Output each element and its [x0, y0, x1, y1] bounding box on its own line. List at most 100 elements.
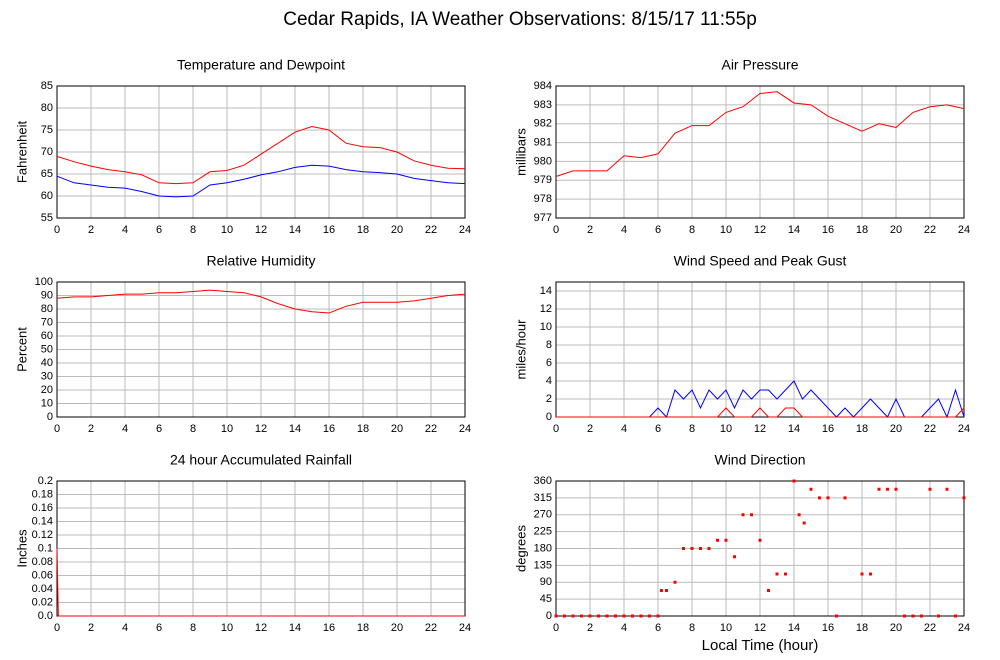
- y-tick-label: 270: [534, 509, 552, 521]
- x-tick-label: 14: [788, 423, 800, 435]
- data-point: [802, 521, 806, 525]
- data-point: [554, 614, 558, 618]
- data-point: [797, 513, 801, 517]
- x-tick-label: 4: [621, 622, 627, 634]
- x-tick-label: 16: [822, 622, 834, 634]
- x-tick-label: 2: [88, 423, 94, 435]
- chart-title: 24 hour Accumulated Rainfall: [170, 452, 352, 468]
- data-point: [659, 589, 663, 592]
- y-tick-label: 0.02: [32, 596, 53, 608]
- y-tick-label: 80: [41, 102, 53, 114]
- x-tick-label: 16: [822, 423, 834, 435]
- data-point: [588, 614, 592, 618]
- data-point: [775, 572, 779, 576]
- y-tick-label: 80: [41, 303, 53, 315]
- data-point: [792, 479, 796, 483]
- y-tick-label: 981: [534, 136, 552, 148]
- x-tick-label: 0: [553, 622, 559, 634]
- y-tick-label: 180: [534, 542, 552, 554]
- y-tick-label: 0: [47, 411, 53, 423]
- x-tick-label: 14: [788, 224, 800, 236]
- x-tick-label: 4: [122, 622, 128, 634]
- y-tick-label: 45: [540, 593, 552, 605]
- data-line: [556, 407, 965, 418]
- data-line: [555, 91, 965, 177]
- x-tick-label: 10: [720, 423, 732, 435]
- x-tick-label: 18: [856, 622, 868, 634]
- data-point: [860, 572, 864, 576]
- data-point: [758, 538, 762, 542]
- x-tick-label: 12: [255, 423, 267, 435]
- data-point: [665, 589, 668, 592]
- data-point: [571, 614, 575, 618]
- y-tick-label: 65: [41, 168, 53, 180]
- y-tick-label: 55: [41, 212, 53, 224]
- y-axis-label: Percent: [14, 327, 29, 372]
- x-tick-label: 24: [958, 622, 970, 634]
- x-tick-label: 4: [621, 224, 627, 236]
- data-point: [962, 496, 966, 500]
- x-tick-label: 16: [822, 224, 834, 236]
- data-point: [835, 614, 838, 618]
- x-tick-label: 10: [720, 622, 732, 634]
- chart-title: Air Pressure: [721, 57, 798, 73]
- x-tick-label: 24: [958, 224, 970, 236]
- chart-title: Wind Speed and Peak Gust: [674, 253, 847, 269]
- y-tick-label: 8: [546, 339, 552, 351]
- y-tick-label: 977: [534, 212, 552, 224]
- data-point: [767, 589, 770, 592]
- y-tick-label: 70: [41, 316, 53, 328]
- x-tick-label: 4: [122, 224, 128, 236]
- y-tick-label: 0: [546, 610, 552, 622]
- plot-frame: [555, 85, 965, 219]
- data-point: [733, 555, 736, 559]
- y-tick-label: 4: [546, 375, 552, 387]
- data-line: [56, 164, 466, 198]
- x-tick-label: 12: [255, 622, 267, 634]
- y-tick-label: 20: [41, 384, 53, 396]
- y-tick-label: 90: [41, 289, 53, 301]
- x-tick-label: 14: [289, 622, 301, 634]
- y-axis-label: Inches: [14, 529, 29, 568]
- data-point: [818, 496, 821, 500]
- x-tick-label: 18: [856, 224, 868, 236]
- y-tick-label: 0.12: [32, 529, 53, 541]
- data-point: [750, 513, 753, 517]
- x-tick-label: 0: [553, 224, 559, 236]
- y-tick-label: 14: [540, 285, 552, 297]
- y-tick-label: 225: [534, 526, 552, 538]
- y-tick-label: 40: [41, 357, 53, 369]
- x-tick-label: 20: [890, 423, 902, 435]
- x-tick-label: 2: [587, 423, 593, 435]
- x-tick-label: 18: [856, 423, 868, 435]
- y-tick-label: 979: [534, 174, 552, 186]
- y-tick-label: 2: [546, 393, 552, 405]
- y-tick-label: 60: [41, 190, 53, 202]
- x-tick-label: 22: [425, 423, 437, 435]
- y-axis-label: Fahrenheit: [14, 121, 29, 184]
- x-tick-label: 16: [323, 622, 335, 634]
- x-tick-label: 18: [357, 423, 369, 435]
- data-point: [614, 614, 617, 618]
- x-tick-label: 14: [788, 622, 800, 634]
- x-tick-label: 22: [425, 622, 437, 634]
- x-tick-label: 6: [156, 423, 162, 435]
- data-point: [843, 496, 847, 500]
- chart-title: Wind Direction: [714, 452, 805, 468]
- plot-frame: [555, 480, 965, 617]
- x-tick-label: 12: [255, 224, 267, 236]
- y-tick-label: 100: [35, 276, 53, 288]
- y-tick-label: 60: [41, 330, 53, 342]
- data-point: [903, 614, 906, 618]
- y-tick-label: 70: [41, 146, 53, 158]
- data-line: [56, 289, 466, 314]
- x-tick-label: 8: [190, 622, 196, 634]
- data-point: [920, 614, 923, 618]
- plot-frame: [555, 281, 965, 418]
- x-axis-label: Local Time (hour): [702, 637, 819, 654]
- x-tick-label: 10: [221, 622, 233, 634]
- chart-title: Temperature and Dewpoint: [177, 57, 345, 73]
- x-tick-label: 20: [391, 622, 403, 634]
- y-tick-label: 0.0: [38, 610, 53, 622]
- data-point: [648, 614, 651, 618]
